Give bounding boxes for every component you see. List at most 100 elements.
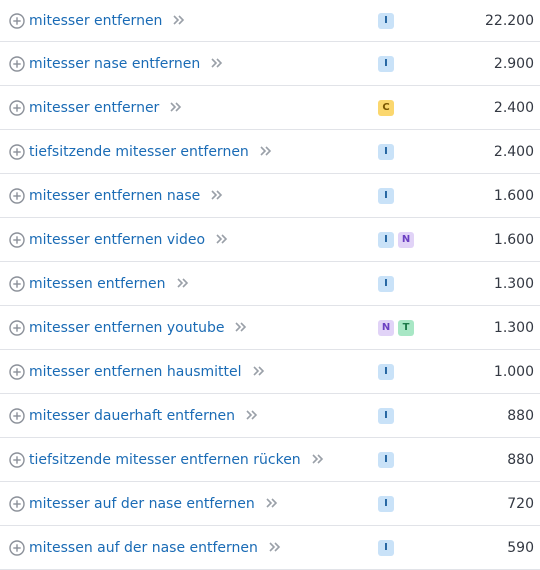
keyword-text: mitesser entfernen nase: [29, 187, 201, 204]
intent-badges: I: [378, 12, 394, 29]
table-row: mitesser entfernen video I N 1.600: [0, 218, 540, 262]
plus-circle-icon[interactable]: [9, 143, 25, 160]
plus-circle-icon[interactable]: [9, 187, 25, 204]
plus-circle-icon[interactable]: [9, 363, 25, 380]
search-volume: 880: [507, 407, 534, 424]
keyword-link[interactable]: tiefsitzende mitesser entfernen rücken: [29, 452, 325, 468]
double-chevron-right-icon[interactable]: [176, 277, 190, 289]
plus-circle-icon[interactable]: [9, 319, 25, 336]
intent-badges: I: [378, 143, 394, 160]
table-row: tiefsitzende mitesser entfernen I 2.400: [0, 130, 540, 174]
keyword-link[interactable]: mitesser nase entfernen: [29, 56, 224, 72]
intent-badge: I: [378, 275, 394, 292]
plus-circle-icon[interactable]: [9, 99, 25, 116]
keyword-link[interactable]: mitessen auf der nase entfernen: [29, 540, 282, 556]
intent-badge: I: [378, 187, 394, 204]
keyword-text: mitessen entfernen: [29, 275, 166, 292]
keyword-text: mitesser entfernen: [29, 12, 163, 29]
double-chevron-right-icon[interactable]: [210, 57, 224, 69]
keyword-link[interactable]: mitesser entfernen nase: [29, 188, 224, 204]
table-row: tiefsitzende mitesser entfernen rücken I 8…: [0, 438, 540, 482]
intent-badge: I: [378, 12, 394, 29]
double-chevron-right-icon[interactable]: [215, 233, 229, 245]
keyword-text: mitessen auf der nase entfernen: [29, 539, 258, 556]
plus-circle-icon[interactable]: [9, 12, 25, 29]
table-row: mitesser entfernen youtube N T 1.300: [0, 306, 540, 350]
table-row: mitesser entferner C 2.400: [0, 86, 540, 130]
intent-badge: I: [378, 451, 394, 468]
keyword-link[interactable]: mitesser entfernen hausmittel: [29, 364, 266, 380]
intent-badge: I: [378, 143, 394, 160]
keyword-link[interactable]: mitesser auf der nase entfernen: [29, 496, 279, 512]
keyword-text: mitesser entfernen youtube: [29, 319, 225, 336]
intent-badges: I: [378, 187, 394, 204]
search-volume: 880: [507, 451, 534, 468]
intent-badge: C: [378, 99, 394, 116]
double-chevron-right-icon[interactable]: [210, 189, 224, 201]
table-row: mitesser nase entfernen I 2.900: [0, 42, 540, 86]
table-row: mitesser entfernen nase I 1.600: [0, 174, 540, 218]
keyword-link[interactable]: mitesser dauerhaft entfernen: [29, 408, 259, 424]
intent-badge: I: [378, 539, 394, 556]
intent-badge: I: [378, 495, 394, 512]
intent-badge: N: [378, 319, 394, 336]
double-chevron-right-icon[interactable]: [245, 409, 259, 421]
search-volume: 1.300: [493, 275, 534, 292]
double-chevron-right-icon[interactable]: [259, 145, 273, 157]
intent-badges: I: [378, 363, 394, 380]
intent-badge: I: [378, 407, 394, 424]
intent-badges: I: [378, 275, 394, 292]
plus-circle-icon[interactable]: [9, 539, 25, 556]
search-volume: 1.600: [493, 231, 534, 248]
plus-circle-icon[interactable]: [9, 275, 25, 292]
search-volume: 720: [507, 495, 534, 512]
intent-badge: I: [378, 363, 394, 380]
double-chevron-right-icon[interactable]: [252, 365, 266, 377]
plus-circle-icon[interactable]: [9, 495, 25, 512]
intent-badges: I: [378, 451, 394, 468]
search-volume: 1.300: [493, 319, 534, 336]
plus-circle-icon[interactable]: [9, 407, 25, 424]
keyword-text: tiefsitzende mitesser entfernen rücken: [29, 451, 301, 468]
table-row: mitesser entfernen hausmittel I 1.000: [0, 350, 540, 394]
table-row: mitessen auf der nase entfernen I 590: [0, 526, 540, 570]
double-chevron-right-icon[interactable]: [234, 321, 248, 333]
double-chevron-right-icon[interactable]: [265, 497, 279, 509]
keyword-text: mitesser entfernen video: [29, 231, 206, 248]
keyword-link[interactable]: mitessen entfernen: [29, 276, 190, 292]
keyword-text: mitesser entfernen hausmittel: [29, 363, 242, 380]
search-volume: 1.000: [493, 363, 534, 380]
double-chevron-right-icon[interactable]: [311, 453, 325, 465]
table-row: mitesser auf der nase entfernen I 720: [0, 482, 540, 526]
intent-badges: I: [378, 495, 394, 512]
intent-badges: I: [378, 55, 394, 72]
table-row: mitesser dauerhaft entfernen I 880: [0, 394, 540, 438]
search-volume: 2.900: [493, 55, 534, 72]
search-volume: 22.200: [485, 12, 534, 29]
keyword-text: mitesser auf der nase entfernen: [29, 495, 255, 512]
search-volume: 1.600: [493, 187, 534, 204]
keyword-link[interactable]: mitesser entferner: [29, 100, 183, 116]
intent-badges: I: [378, 539, 394, 556]
double-chevron-right-icon[interactable]: [268, 541, 282, 553]
intent-badges: C: [378, 99, 394, 116]
keyword-link[interactable]: mitesser entfernen: [29, 13, 186, 29]
intent-badge: I: [378, 231, 394, 248]
plus-circle-icon[interactable]: [9, 451, 25, 468]
search-volume: 590: [507, 539, 534, 556]
double-chevron-right-icon[interactable]: [172, 14, 186, 26]
keyword-link[interactable]: mitesser entfernen video: [29, 232, 229, 248]
plus-circle-icon[interactable]: [9, 231, 25, 248]
search-volume: 2.400: [493, 99, 534, 116]
plus-circle-icon[interactable]: [9, 55, 25, 72]
double-chevron-right-icon[interactable]: [169, 101, 183, 113]
keyword-link[interactable]: tiefsitzende mitesser entfernen: [29, 144, 273, 160]
keyword-link[interactable]: mitesser entfernen youtube: [29, 320, 248, 336]
keyword-text: mitesser entferner: [29, 99, 160, 116]
intent-badge: I: [378, 55, 394, 72]
table-row: mitessen entfernen I 1.300: [0, 262, 540, 306]
search-volume: 2.400: [493, 143, 534, 160]
